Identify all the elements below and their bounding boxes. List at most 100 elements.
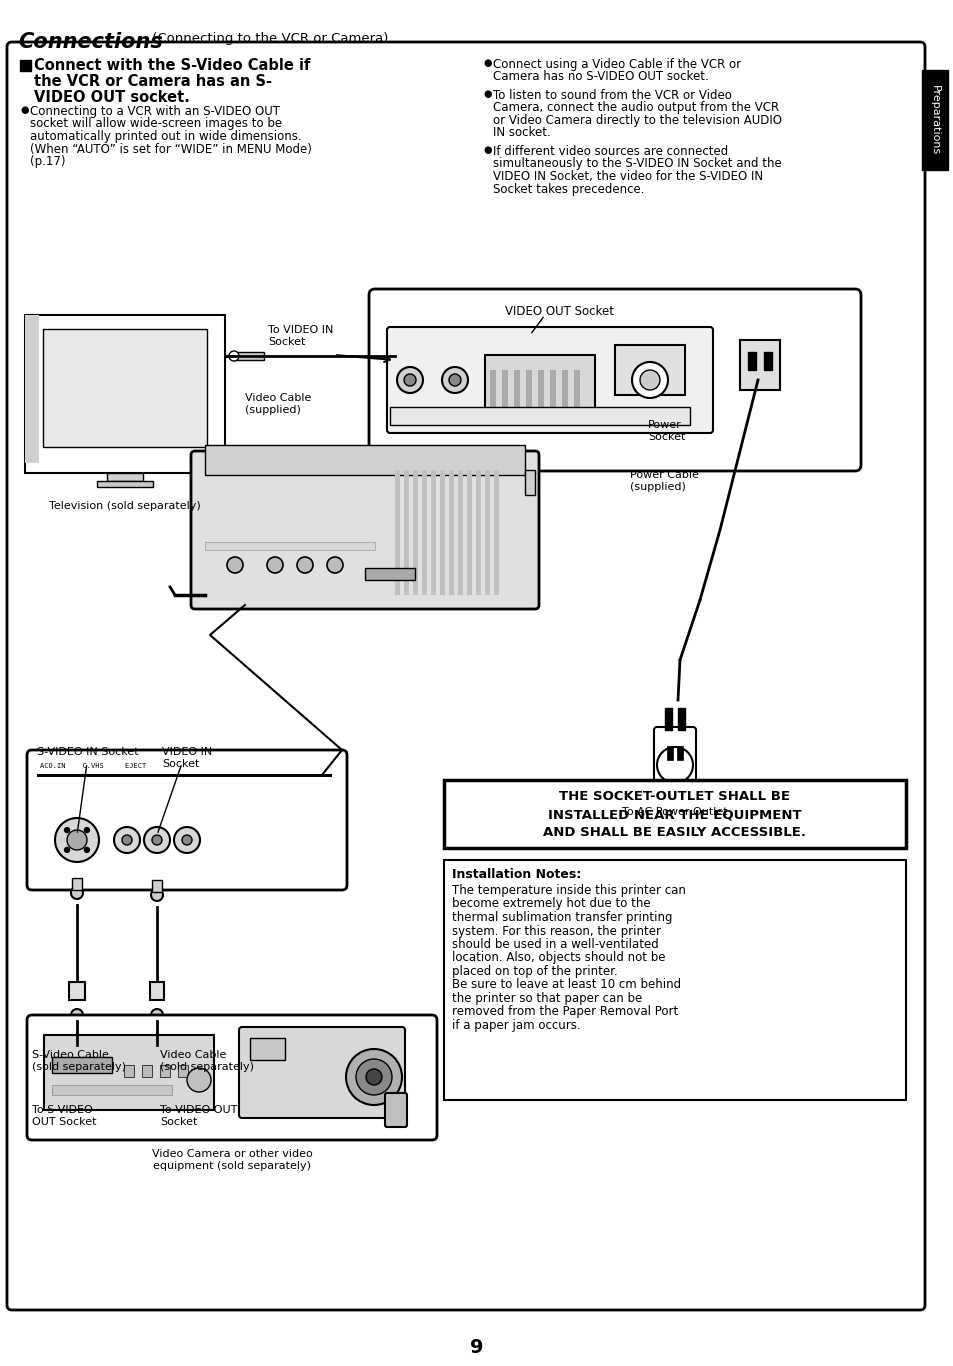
FancyBboxPatch shape xyxy=(385,1093,407,1127)
Bar xyxy=(490,370,496,419)
Circle shape xyxy=(71,1009,83,1020)
Bar xyxy=(501,370,507,419)
Text: Connections: Connections xyxy=(18,31,163,52)
Bar xyxy=(152,880,162,892)
Bar xyxy=(178,1065,188,1076)
Bar xyxy=(44,1035,213,1111)
FancyBboxPatch shape xyxy=(239,1027,405,1117)
Bar xyxy=(525,370,532,419)
Bar xyxy=(250,1038,285,1060)
Text: Connecting to a VCR with an S-VIDEO OUT: Connecting to a VCR with an S-VIDEO OUT xyxy=(30,105,280,117)
Text: Power
Socket: Power Socket xyxy=(647,419,684,441)
Bar xyxy=(160,1065,170,1076)
Circle shape xyxy=(396,367,422,393)
Bar xyxy=(124,1065,133,1076)
Circle shape xyxy=(84,847,90,852)
Circle shape xyxy=(449,374,460,387)
Text: ●: ● xyxy=(20,105,29,115)
Bar xyxy=(431,470,436,596)
Text: VIDEO IN
Socket: VIDEO IN Socket xyxy=(162,747,212,769)
Circle shape xyxy=(403,374,416,387)
Text: (Connecting to the VCR or Camera): (Connecting to the VCR or Camera) xyxy=(148,31,388,45)
Circle shape xyxy=(84,828,90,833)
Text: VIDEO OUT socket.: VIDEO OUT socket. xyxy=(34,90,190,105)
Bar xyxy=(740,340,780,391)
Text: Socket takes precedence.: Socket takes precedence. xyxy=(493,183,644,195)
Circle shape xyxy=(355,1059,392,1096)
Text: system. For this reason, the printer: system. For this reason, the printer xyxy=(452,925,660,937)
Circle shape xyxy=(151,889,163,902)
Bar xyxy=(69,982,85,1000)
Circle shape xyxy=(144,826,170,852)
Text: Camera has no S-VIDEO OUT socket.: Camera has no S-VIDEO OUT socket. xyxy=(493,71,708,83)
Text: ●: ● xyxy=(482,57,491,68)
Text: ACO.IN    C.VHS     EJECT: ACO.IN C.VHS EJECT xyxy=(40,764,146,769)
Bar xyxy=(52,1057,112,1074)
Text: AND SHALL BE EASILY ACCESSIBLE.: AND SHALL BE EASILY ACCESSIBLE. xyxy=(543,826,805,839)
Bar xyxy=(677,746,682,759)
Text: To AC Power Outlet: To AC Power Outlet xyxy=(621,807,727,817)
Circle shape xyxy=(441,367,468,393)
Bar xyxy=(403,470,409,596)
Text: To S-VIDEO
OUT Socket: To S-VIDEO OUT Socket xyxy=(32,1105,96,1127)
Circle shape xyxy=(151,1009,163,1020)
Circle shape xyxy=(65,847,70,852)
Text: Be sure to leave at least 10 cm behind: Be sure to leave at least 10 cm behind xyxy=(452,978,680,992)
Text: Connect using a Video Cable if the VCR or: Connect using a Video Cable if the VCR o… xyxy=(493,57,740,71)
Bar xyxy=(20,60,30,71)
Bar xyxy=(457,470,462,596)
Bar xyxy=(52,1085,172,1096)
Text: S-VIDEO IN Socket: S-VIDEO IN Socket xyxy=(37,747,138,757)
Bar xyxy=(664,708,671,729)
Text: simultaneously to the S-VIDEO IN Socket and the: simultaneously to the S-VIDEO IN Socket … xyxy=(493,157,781,171)
Text: Installation Notes:: Installation Notes: xyxy=(452,867,580,881)
Text: To VIDEO IN
Socket: To VIDEO IN Socket xyxy=(268,325,333,347)
Bar xyxy=(233,352,264,361)
Bar xyxy=(494,470,498,596)
Circle shape xyxy=(152,835,162,846)
Text: should be used in a well-ventilated: should be used in a well-ventilated xyxy=(452,938,659,951)
Circle shape xyxy=(65,828,70,833)
Bar xyxy=(443,861,905,1100)
Bar xyxy=(615,346,684,395)
Bar xyxy=(550,370,556,419)
Text: Connect with the S-Video Cable if: Connect with the S-Video Cable if xyxy=(34,57,310,72)
Circle shape xyxy=(229,351,239,361)
Bar xyxy=(43,329,207,447)
Bar xyxy=(678,708,684,729)
Circle shape xyxy=(55,818,99,862)
Text: removed from the Paper Removal Port: removed from the Paper Removal Port xyxy=(452,1005,678,1019)
Bar xyxy=(205,445,524,475)
Circle shape xyxy=(113,826,140,852)
Text: the VCR or Camera has an S-: the VCR or Camera has an S- xyxy=(34,74,272,89)
Bar xyxy=(25,316,39,463)
Text: (p.17): (p.17) xyxy=(30,154,66,168)
Text: become extremely hot due to the: become extremely hot due to the xyxy=(452,897,650,911)
Text: or Video Camera directly to the television AUDIO: or Video Camera directly to the televisi… xyxy=(493,113,781,127)
Bar xyxy=(421,470,427,596)
FancyBboxPatch shape xyxy=(369,290,861,471)
Text: thermal sublimation transfer printing: thermal sublimation transfer printing xyxy=(452,911,672,923)
Bar xyxy=(205,542,375,550)
Text: location. Also, objects should not be: location. Also, objects should not be xyxy=(452,952,665,964)
FancyBboxPatch shape xyxy=(27,750,347,891)
Bar xyxy=(71,878,82,891)
Circle shape xyxy=(182,835,192,846)
Circle shape xyxy=(657,747,692,783)
FancyBboxPatch shape xyxy=(191,451,538,609)
Circle shape xyxy=(366,1070,381,1085)
Bar xyxy=(97,481,152,488)
Bar xyxy=(484,470,490,596)
Bar xyxy=(142,1065,152,1076)
Text: Video Cable
(sold separately): Video Cable (sold separately) xyxy=(160,1050,253,1071)
Bar xyxy=(37,775,332,777)
FancyBboxPatch shape xyxy=(27,1015,436,1141)
Text: Preparations: Preparations xyxy=(929,85,939,156)
Text: INSTALLED NEAR THE EQUIPMENT: INSTALLED NEAR THE EQUIPMENT xyxy=(548,809,801,821)
Circle shape xyxy=(173,826,200,852)
Text: Video Cable
(supplied): Video Cable (supplied) xyxy=(245,393,311,415)
Circle shape xyxy=(327,557,343,572)
Circle shape xyxy=(346,1049,401,1105)
Circle shape xyxy=(267,557,283,572)
Text: S-Video Cable
(sold separately): S-Video Cable (sold separately) xyxy=(32,1050,126,1071)
